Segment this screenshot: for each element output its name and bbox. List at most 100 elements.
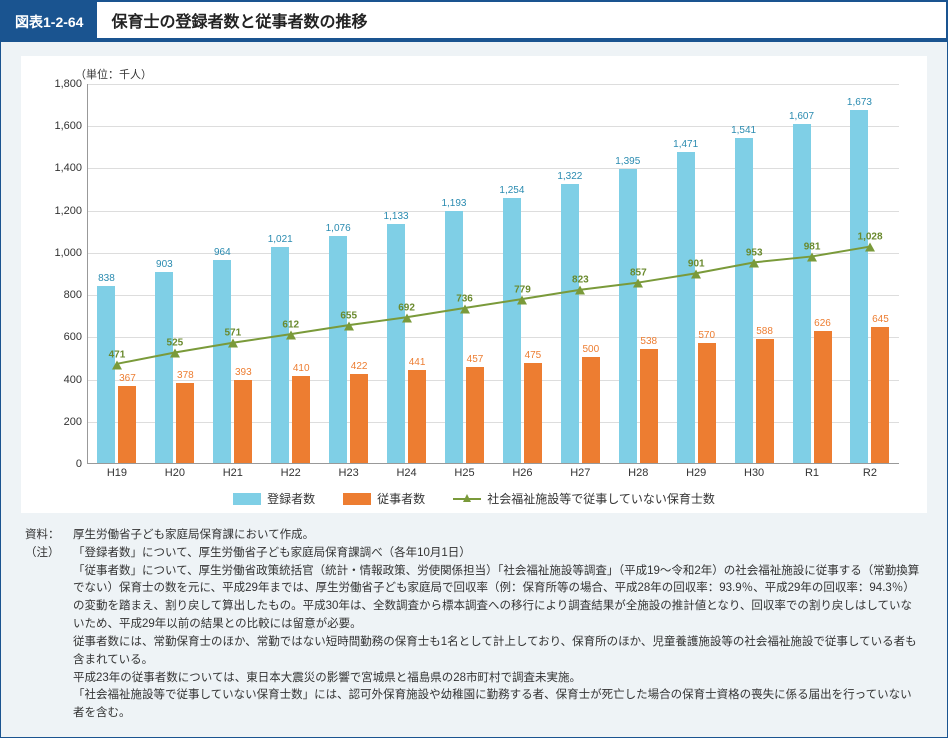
note-body: 「登録者数」について、厚生労働省子ども家庭局保育課調べ（各年10月1日）「従事者…	[73, 545, 923, 723]
legend-label-notworking: 社会福祉施設等で従事していない保育士数	[487, 490, 715, 507]
bar-workers: 570	[698, 343, 716, 463]
bar-label: 964	[214, 247, 231, 258]
figure-notes: 資料： 厚生労働省子ども家庭局保育課において作成。 （注） 「登録者数」について…	[1, 521, 947, 737]
category: 964393H21	[204, 84, 262, 463]
category: 1,541588H30	[725, 84, 783, 463]
y-tick-label: 400	[42, 374, 82, 386]
y-tick-label: 1,400	[42, 162, 82, 174]
x-tick-label: H22	[262, 467, 320, 479]
bar-workers: 422	[350, 374, 368, 463]
x-tick-label: H25	[436, 467, 494, 479]
chart-plot: 02004006008001,0001,2001,4001,6001,80083…	[87, 84, 899, 464]
bar-workers: 475	[524, 363, 542, 463]
bar-registered: 1,076	[329, 236, 347, 463]
legend-item-workers: 従事者数	[343, 490, 425, 507]
chart-area: （単位：千人） 02004006008001,0001,2001,4001,60…	[21, 56, 927, 513]
y-tick-label: 1,000	[42, 247, 82, 259]
line-marker	[749, 258, 759, 267]
bar-registered: 1,673	[850, 110, 868, 463]
line-value-label: 471	[109, 349, 126, 360]
x-tick-label: H20	[146, 467, 204, 479]
bar-registered: 838	[97, 286, 115, 463]
y-tick-label: 800	[42, 289, 82, 301]
source-label: 資料：	[25, 527, 73, 545]
note-line: 「登録者数」について、厚生労働省子ども家庭局保育課調べ（各年10月1日）	[73, 545, 923, 563]
bar-registered: 1,541	[735, 138, 753, 463]
figure-header: 図表1-2-64 保育士の登録者数と従事者数の推移	[1, 1, 947, 42]
y-tick-label: 600	[42, 331, 82, 343]
note-line: 「従事者数」について、厚生労働省政策統括官（統計・情報政策、労使関係担当）「社会…	[73, 563, 923, 634]
line-marker	[344, 321, 354, 330]
bar-label: 645	[872, 314, 889, 325]
bar-label: 538	[640, 336, 657, 347]
bar-label: 903	[156, 259, 173, 270]
legend-label-workers: 従事者数	[377, 490, 425, 507]
category: 1,193457H25	[436, 84, 494, 463]
figure-title: 保育士の登録者数と従事者数の推移	[97, 1, 947, 42]
line-value-label: 655	[340, 310, 357, 321]
bar-label: 1,133	[384, 211, 409, 222]
legend-item-notworking: 社会福祉施設等で従事していない保育士数	[453, 490, 715, 507]
line-marker	[460, 304, 470, 313]
bar-label: 410	[293, 363, 310, 374]
legend-swatch-workers	[343, 493, 371, 505]
bar-label: 1,541	[731, 125, 756, 136]
category: 1,021410H22	[262, 84, 320, 463]
category: 1,254475H26	[493, 84, 551, 463]
line-value-label: 981	[804, 241, 821, 252]
x-tick-label: H19	[88, 467, 146, 479]
bar-label: 1,254	[499, 185, 524, 196]
bar-label: 1,395	[615, 156, 640, 167]
bar-workers: 367	[118, 386, 136, 463]
category: 1,673645R2	[841, 84, 899, 463]
unit-label: （単位：千人）	[75, 66, 909, 82]
x-tick-label: H23	[320, 467, 378, 479]
x-tick-label: H21	[204, 467, 262, 479]
bar-label: 626	[814, 318, 831, 329]
x-tick-label: H24	[378, 467, 436, 479]
line-marker	[691, 269, 701, 278]
bar-label: 1,193	[441, 198, 466, 209]
category: 1,076422H23	[320, 84, 378, 463]
category: 903378H20	[146, 84, 204, 463]
bar-workers: 441	[408, 370, 426, 463]
line-marker	[633, 279, 643, 288]
bar-registered: 1,395	[619, 169, 637, 464]
bar-label: 570	[698, 330, 715, 341]
source-text: 厚生労働省子ども家庭局保育課において作成。	[73, 527, 923, 545]
note-line: 平成23年の従事者数については、東日本大震災の影響で宮城県と福島県の28市町村で…	[73, 670, 923, 688]
legend-label-registered: 登録者数	[267, 490, 315, 507]
bar-registered: 1,322	[561, 184, 579, 463]
bar-label: 457	[467, 354, 484, 365]
y-tick-label: 1,800	[42, 78, 82, 90]
bar-label: 500	[582, 344, 599, 355]
bar-workers: 588	[756, 339, 774, 463]
bar-registered: 1,021	[271, 247, 289, 463]
bar-workers: 500	[582, 357, 600, 463]
line-value-label: 823	[572, 275, 589, 286]
bar-registered: 1,133	[387, 224, 405, 463]
figure-number: 図表1-2-64	[1, 1, 97, 42]
categories: 838367H19903378H20964393H211,021410H221,…	[88, 84, 899, 463]
bar-label: 1,607	[789, 111, 814, 122]
bar-label: 367	[119, 373, 136, 384]
y-tick-label: 0	[42, 458, 82, 470]
line-value-label: 736	[456, 293, 473, 304]
category: 1,133441H24	[378, 84, 436, 463]
bar-label: 393	[235, 367, 252, 378]
bar-registered: 903	[155, 272, 173, 463]
x-tick-label: H28	[609, 467, 667, 479]
y-tick-label: 1,600	[42, 120, 82, 132]
line-value-label: 779	[514, 284, 531, 295]
legend-item-registered: 登録者数	[233, 490, 315, 507]
bar-registered: 1,254	[503, 198, 521, 463]
bar-workers: 378	[176, 383, 194, 463]
bar-workers: 457	[466, 367, 484, 463]
bar-label: 588	[756, 326, 773, 337]
category: 838367H19	[88, 84, 146, 463]
category: 1,607626R1	[783, 84, 841, 463]
x-tick-label: H30	[725, 467, 783, 479]
line-value-label: 571	[224, 328, 241, 339]
y-tick-label: 1,200	[42, 205, 82, 217]
x-tick-label: R2	[841, 467, 899, 479]
